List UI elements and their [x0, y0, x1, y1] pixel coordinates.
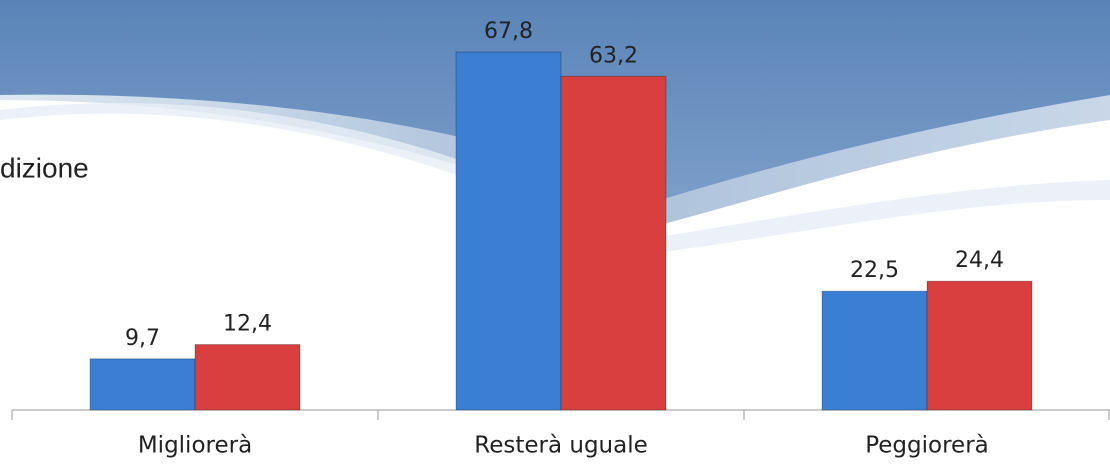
x-tick-label: Peggiorerà — [865, 433, 989, 459]
value-label: 67,8 — [484, 19, 533, 44]
bar — [926, 280, 1033, 411]
x-tick-label: Migliorerà — [138, 433, 252, 459]
value-label: 9,7 — [125, 326, 160, 351]
value-label: 24,4 — [955, 248, 1004, 273]
chart-title: dizione — [0, 152, 89, 183]
value-label: 63,2 — [589, 43, 638, 68]
bar — [455, 51, 562, 411]
bar — [821, 290, 928, 411]
bar — [560, 75, 667, 411]
bar — [194, 344, 301, 411]
value-label: 22,5 — [850, 258, 899, 283]
bar — [89, 358, 196, 411]
value-label: 12,4 — [223, 312, 272, 337]
x-tick-label: Resterà uguale — [474, 433, 648, 459]
